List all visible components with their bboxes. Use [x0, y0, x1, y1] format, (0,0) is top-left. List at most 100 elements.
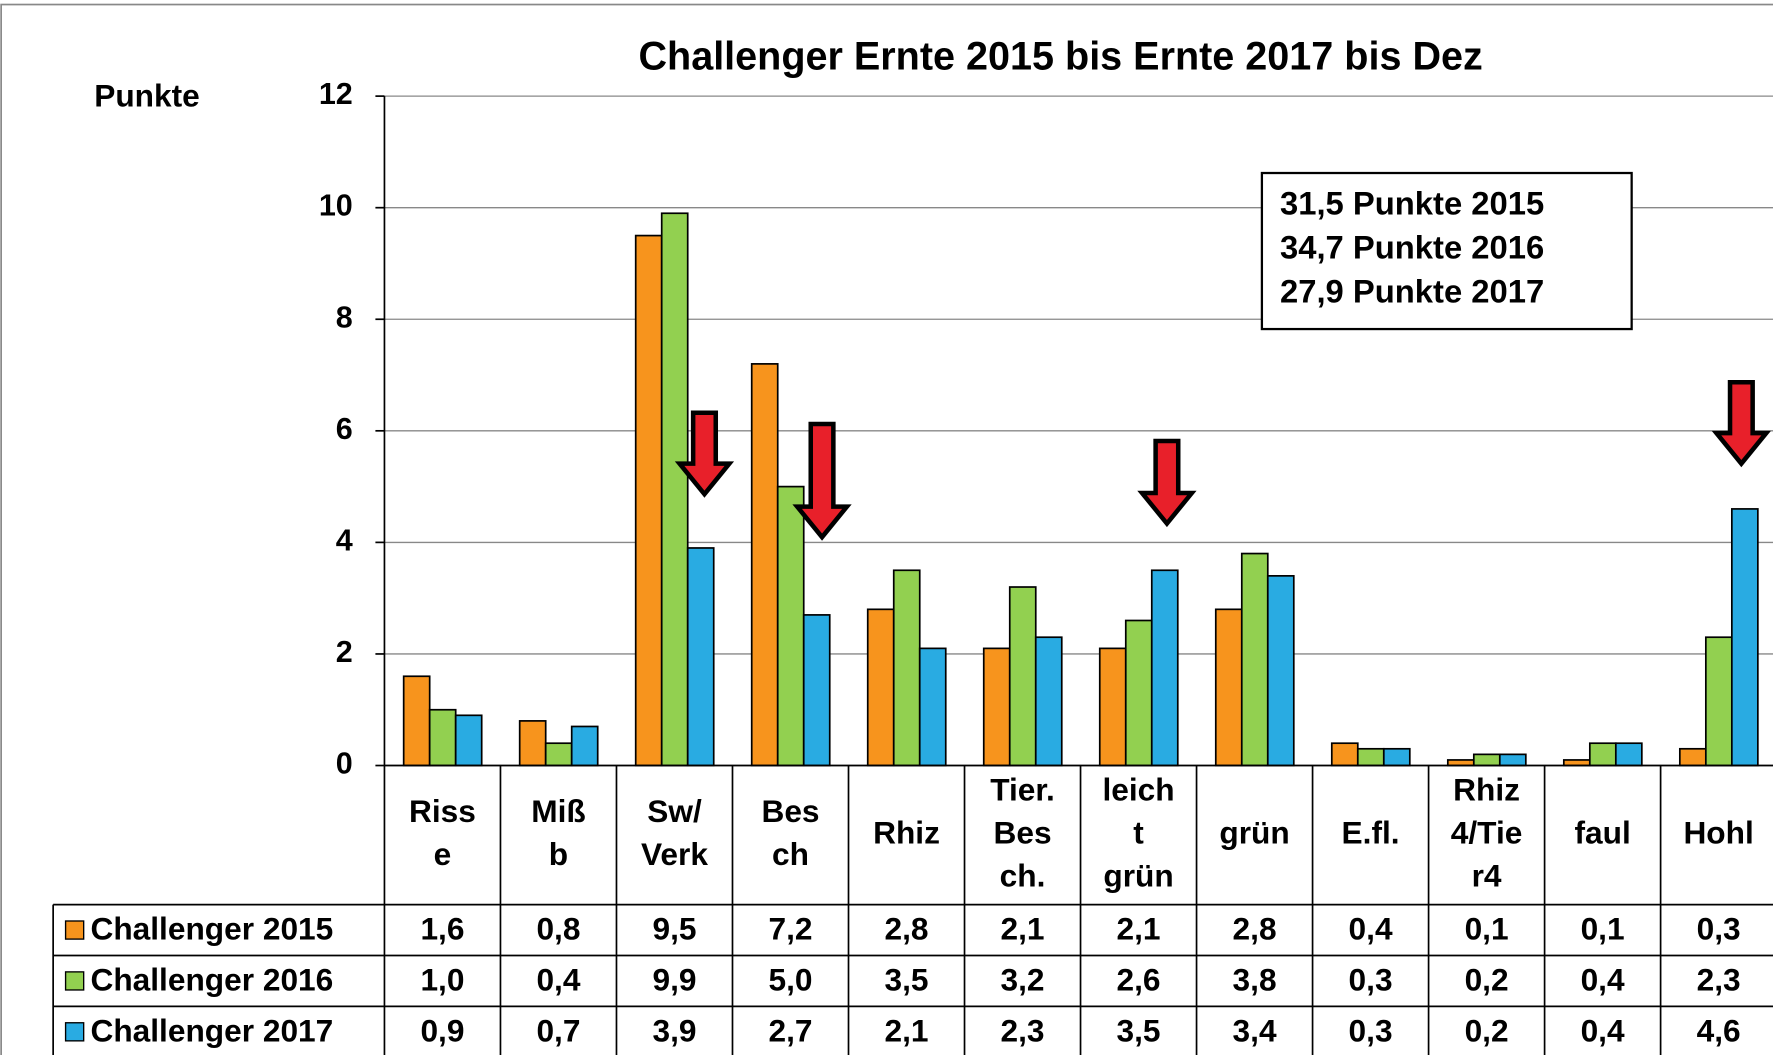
bar [1472, 753, 1501, 767]
bar [1498, 753, 1527, 767]
arrows [674, 379, 1771, 541]
x-tick-label: grün [1103, 857, 1173, 893]
table-value: 2,1 [1117, 911, 1161, 947]
table-value: 0,7 [536, 1012, 580, 1048]
bar [750, 363, 779, 767]
x-tick-label: Bes [761, 793, 819, 829]
table-value: 1,6 [420, 911, 464, 947]
table-value: 3,2 [1001, 961, 1045, 997]
bar [1614, 742, 1643, 767]
x-tick-label: b [549, 836, 568, 872]
bar [776, 485, 805, 767]
table-value: 0,4 [536, 961, 580, 997]
bar [1704, 636, 1733, 767]
x-tick-label: e [434, 836, 452, 872]
table-value: 2,8 [885, 911, 929, 947]
legend-label: Challenger 2017 [90, 1012, 333, 1048]
bar [982, 647, 1011, 767]
table-value: 0,3 [1697, 911, 1741, 947]
table-value: 3,4 [1233, 1012, 1277, 1048]
x-tick-label: ch. [1000, 857, 1046, 893]
table-value: 0,1 [1581, 911, 1625, 947]
bar [660, 212, 689, 767]
x-tick-label: Sw/ [647, 793, 702, 829]
bar [1356, 747, 1385, 767]
y-tick-label: 6 [336, 412, 353, 446]
y-tick-label: 10 [319, 189, 353, 223]
table-value: 0,3 [1349, 961, 1393, 997]
table-value: 2,8 [1233, 911, 1277, 947]
legend-label: Challenger 2016 [90, 961, 333, 997]
table-value: 0,9 [420, 1012, 464, 1048]
x-tick-label: Hohl [1683, 814, 1753, 850]
x-tick-label: Miß [531, 793, 586, 829]
annotation-box [1260, 171, 1633, 331]
y-tick-label: 2 [336, 635, 353, 669]
arrow [1137, 438, 1197, 528]
bar [518, 720, 547, 767]
bar [866, 608, 895, 767]
table-value: 0,4 [1581, 961, 1625, 997]
table-value: 7,2 [768, 911, 812, 947]
table-value: 2,3 [1001, 1012, 1045, 1048]
table-value: 0,3 [1349, 1012, 1393, 1048]
x-tick-label: Rhiz [873, 814, 940, 850]
table-value: 3,5 [885, 961, 929, 997]
arrow [1711, 379, 1771, 468]
x-tick-label: 4/Tie [1451, 814, 1523, 850]
bar [802, 614, 831, 767]
bar [1034, 636, 1063, 767]
bar [1240, 552, 1269, 767]
bar [1730, 508, 1759, 767]
bar [1214, 608, 1243, 767]
table-value: 2,1 [885, 1012, 929, 1048]
x-tick-label: ch [772, 836, 809, 872]
table-value: 0,8 [536, 911, 580, 947]
x-tick-label: faul [1574, 814, 1630, 850]
table-value: 2,1 [1001, 911, 1045, 947]
bar [402, 675, 431, 767]
bar [1098, 647, 1127, 767]
table-value: 0,1 [1465, 911, 1509, 947]
annotation-text: 34,7 Punkte 2016 [1280, 229, 1544, 266]
table-value: 1,0 [420, 961, 464, 997]
table-value: 2,7 [768, 1012, 812, 1048]
x-tick-label: r4 [1472, 857, 1502, 893]
bar [918, 647, 947, 767]
x-tick-label: Bes [993, 814, 1051, 850]
legend-swatch [64, 971, 85, 991]
bar [892, 569, 921, 767]
chart-title: Challenger Ernte 2015 bis Ernte 2017 bis… [638, 34, 1482, 78]
table-value: 0,4 [1349, 911, 1393, 947]
x-tick-label: Riss [409, 793, 476, 829]
table-value: 9,9 [652, 961, 696, 997]
bar [544, 742, 573, 767]
bar [1124, 619, 1153, 767]
bar [1150, 569, 1179, 767]
bar [1008, 586, 1037, 767]
bar [1382, 747, 1411, 767]
x-tick-label: E.fl. [1342, 814, 1400, 850]
y-tick-label: 4 [336, 523, 353, 557]
x-tick-label: leich [1102, 771, 1174, 807]
x-tick-label: Tier. [990, 771, 1055, 807]
table-value: 4,6 [1697, 1012, 1741, 1048]
x-tick-label: grün [1219, 814, 1289, 850]
table-value: 3,5 [1117, 1012, 1161, 1048]
bar [454, 714, 483, 767]
bar [634, 234, 663, 767]
legend-swatch [64, 920, 85, 940]
x-tick-label: Verk [641, 836, 708, 872]
arrow [674, 410, 735, 498]
y-tick-label: 8 [336, 300, 353, 334]
table-value: 0,2 [1465, 961, 1509, 997]
legend-label: Challenger 2015 [90, 911, 333, 947]
bar [1588, 742, 1617, 767]
frame [0, 3, 1773, 1055]
legend-swatch [64, 1022, 85, 1042]
table-value: 0,2 [1465, 1012, 1509, 1048]
bar [428, 708, 457, 767]
arrow [792, 421, 852, 541]
